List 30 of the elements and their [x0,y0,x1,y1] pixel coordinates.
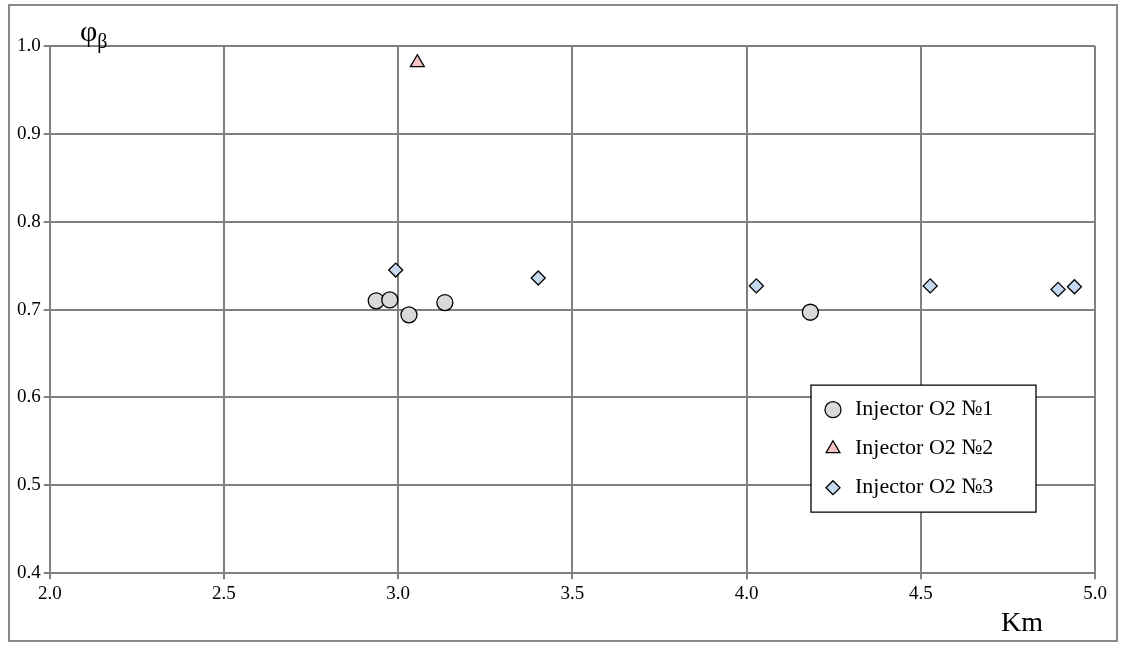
y-tick-label: 0.8 [17,209,41,231]
x-tick-label: 5.0 [1083,581,1107,603]
y-tick-label: 0.5 [17,473,41,495]
legend-label: Injector O2 №3 [855,473,994,499]
y-tick-label: 0.7 [17,297,41,319]
legend-label: Injector O2 №2 [855,434,994,460]
y-tick-label: 1.0 [17,33,41,55]
point [409,54,425,68]
point [388,262,404,278]
x-tick-label: 2.0 [37,581,62,603]
x-axis-title: Km [1001,606,1044,638]
x-tick-label: 2.5 [212,581,236,603]
y-axis-title: φ$_{β}$ [80,14,108,53]
y-tick-label: 0.4 [17,561,42,583]
x-tick-label: 3.0 [386,581,411,603]
point [1050,281,1066,298]
point [801,303,819,321]
x-tick-label: 3.5 [560,581,585,603]
point [748,278,764,294]
point [381,291,399,309]
legend-label: Injector O2 №1 [855,395,994,421]
y-tick-label: 0.9 [17,121,41,143]
point [436,293,454,312]
point [1066,279,1083,295]
x-tick-label: 4.0 [734,581,759,603]
y-tick-label: 0.6 [17,385,41,407]
x-tick-label: 4.5 [908,581,933,603]
point [400,306,418,324]
point [922,278,938,294]
point [530,270,546,286]
